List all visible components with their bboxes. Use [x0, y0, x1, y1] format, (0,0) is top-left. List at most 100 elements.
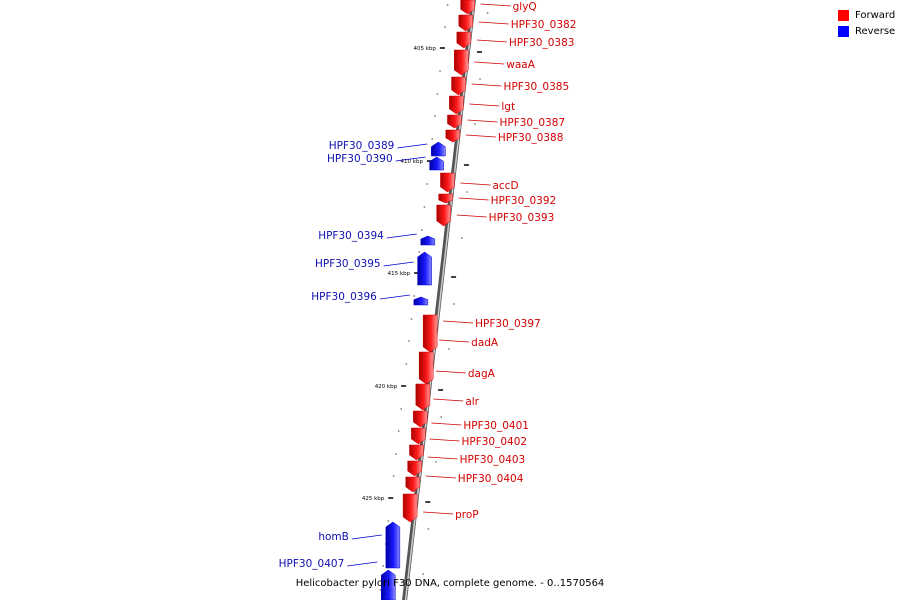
gene-label-leader: [379, 294, 410, 300]
forward-gene-arrow: [447, 114, 462, 129]
gene-label: HPF30_0401: [463, 420, 529, 432]
gene-label-leader: [456, 214, 487, 218]
gene-hpf30_0387[interactable]: HPF30_0387: [447, 114, 565, 129]
gene-accd[interactable]: accD: [440, 172, 519, 193]
gene-prop[interactable]: proP: [402, 493, 479, 523]
forward-gene-arrow: [436, 204, 451, 227]
gene-label: HPF30_0387: [499, 117, 565, 129]
gene-alr[interactable]: alr: [413, 396, 480, 428]
gene-label-leader: [431, 422, 462, 426]
gene-hpf30_0402[interactable]: HPF30_0402: [409, 436, 527, 461]
gene-label-leader: [386, 233, 417, 239]
legend-reverse-label: Reverse: [855, 26, 896, 37]
reverse-gene-arrow: [420, 235, 436, 246]
gene-label: HPF30_0396: [311, 291, 377, 303]
ruler-ticks: 405 kbp 410 kbp 415 kbp 420 kbp 425 kbp: [362, 4, 489, 591]
gene-label-leader: [458, 197, 489, 201]
forward-gene-arrow: [407, 460, 422, 477]
reverse-gene-arrow: [431, 141, 446, 157]
forward-gene-arrow: [445, 129, 461, 143]
major-tick-label: 420 kbp: [375, 384, 398, 390]
gene-label: proP: [455, 509, 479, 521]
gene-label: HPF30_0390: [327, 153, 393, 165]
gene-hpf30_0394[interactable]: HPF30_0394: [318, 230, 436, 246]
forward-gene-arrow: [440, 172, 455, 193]
legend-forward: Forward: [838, 8, 895, 23]
legend-forward-label: Forward: [855, 10, 896, 21]
gene-label-leader: [474, 61, 505, 65]
major-tick-label: 405 kbp: [413, 46, 436, 52]
gene-features: glyQ HPF30_0382 HPF30_0383 waaA HPF30_0385lg…: [279, 0, 577, 600]
gene-dada[interactable]: dadA: [418, 337, 499, 385]
forward-gene-arrow: [451, 76, 466, 96]
gene-label-leader: [347, 561, 378, 567]
gene-hpf30_0395[interactable]: HPF30_0395: [315, 251, 432, 286]
major-tick-label: 425 kbp: [362, 496, 385, 502]
gene-hpf30_0383[interactable]: HPF30_0383: [456, 31, 575, 49]
forward-swatch: [838, 10, 849, 21]
gene-glyq[interactable]: glyQ: [460, 0, 537, 15]
forward-gene-arrow: [449, 95, 464, 115]
gene-label-leader: [467, 119, 498, 123]
gene-label: HPF30_0383: [509, 37, 575, 49]
gene-label-leader: [395, 156, 426, 162]
gene-hpf30_0393[interactable]: HPF30_0393: [436, 204, 555, 227]
reverse-gene-arrow: [417, 251, 432, 286]
gene-label: HPF30_0407: [279, 558, 345, 570]
reverse-gene-arrow: [385, 521, 401, 569]
gene-label-leader: [439, 339, 470, 343]
gene-hpf30_0404[interactable]: HPF30_0404: [405, 473, 524, 493]
gene-hpf30_0392[interactable]: HPF30_0392: [438, 193, 557, 207]
gene-daga[interactable]: dagA: [415, 368, 496, 411]
gene-hpf30_0385[interactable]: HPF30_0385: [451, 76, 570, 96]
gene-hpf30_0388[interactable]: HPF30_0388: [445, 129, 564, 144]
gene-hpf30_0401[interactable]: HPF30_0401: [411, 420, 529, 445]
gene-label: HPF30_0402: [461, 436, 527, 448]
gene-label: HPF30_0404: [458, 473, 524, 485]
reverse-swatch: [838, 26, 849, 37]
gene-hpf30_0396[interactable]: HPF30_0396: [311, 291, 429, 306]
gene-label-leader: [351, 534, 382, 540]
gene-label-leader: [435, 370, 466, 374]
gene-label: HPF30_0397: [475, 318, 541, 330]
major-tick-label: 415 kbp: [388, 271, 411, 277]
reverse-gene-arrow: [429, 156, 444, 171]
major-tick-label: 410 kbp: [401, 159, 424, 165]
gene-label: glyQ: [513, 1, 537, 13]
legend-reverse: Reverse: [838, 24, 895, 39]
gene-label: HPF30_0393: [489, 212, 555, 224]
gene-label-leader: [433, 398, 464, 402]
gene-lgt[interactable]: lgt: [449, 95, 515, 115]
gene-label: HPF30_0388: [498, 132, 564, 144]
gene-label: HPF30_0403: [460, 454, 526, 466]
gene-label-leader: [476, 39, 507, 43]
gene-label-leader: [429, 438, 460, 442]
forward-gene-arrow: [458, 14, 474, 32]
gene-label-leader: [423, 511, 454, 515]
gene-hpf30_0389[interactable]: HPF30_0389: [329, 140, 446, 157]
gene-label: HPF30_0394: [318, 230, 384, 242]
forward-gene-arrow: [422, 314, 438, 353]
gene-hpf30_0407[interactable]: HPF30_0407: [279, 558, 396, 600]
gene-hpf30_0390[interactable]: HPF30_0390: [327, 153, 444, 171]
gene-label: HPF30_0395: [315, 258, 381, 270]
gene-label: HPF30_0392: [491, 195, 557, 207]
forward-gene-arrow: [405, 476, 421, 493]
forward-gene-arrow: [454, 49, 469, 76]
gene-hpf30_0403[interactable]: HPF30_0403: [407, 454, 526, 477]
forward-gene-arrow: [415, 383, 431, 411]
reverse-gene-arrow: [413, 296, 429, 306]
forward-gene-arrow: [402, 493, 418, 523]
forward-gene-arrow: [460, 0, 475, 15]
gene-label-leader: [471, 83, 502, 87]
forward-gene-arrow: [409, 444, 424, 461]
gene-label: HPF30_0385: [504, 81, 570, 93]
gene-label-leader: [425, 475, 456, 479]
gene-label-leader: [443, 320, 474, 324]
gene-hpf30_0382[interactable]: HPF30_0382: [458, 14, 577, 32]
gene-label: dadA: [471, 337, 499, 349]
gene-waaa[interactable]: waaA: [454, 49, 536, 76]
gene-hpf30_0397[interactable]: HPF30_0397: [422, 314, 541, 353]
gene-homb[interactable]: homB: [318, 521, 401, 569]
